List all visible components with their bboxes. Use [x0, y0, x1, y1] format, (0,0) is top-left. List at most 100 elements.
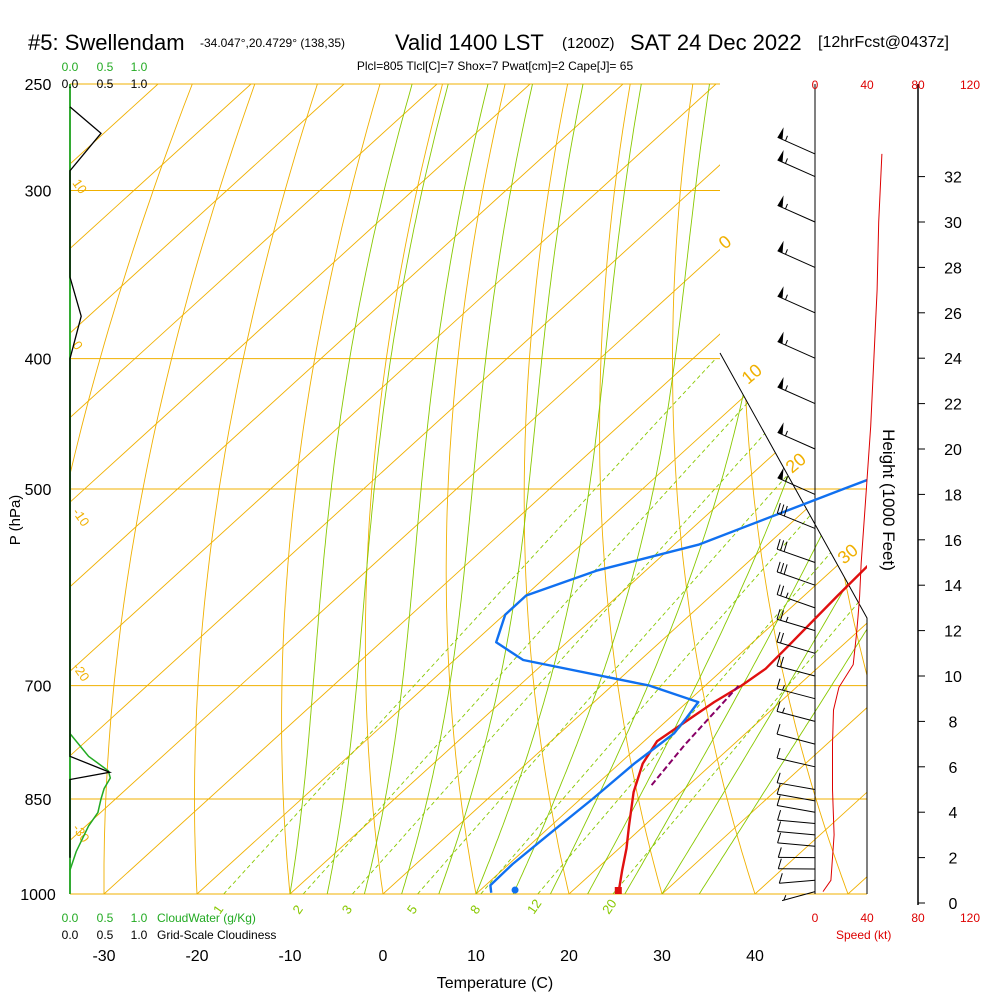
wind-barb-full — [776, 747, 781, 759]
wind-barb-full — [777, 858, 782, 869]
height-tick-label: 16 — [944, 533, 962, 550]
height-tick-label: 12 — [944, 624, 962, 641]
dry-adiabat-line — [194, 84, 326, 894]
valid-date: SAT 24 Dec 2022 — [630, 30, 802, 55]
wind-barb-staff — [776, 594, 816, 609]
moist-adiabat-line — [401, 84, 533, 894]
wind-barb-staff — [777, 805, 816, 813]
speed-tick: 0 — [812, 911, 819, 925]
isotherm-label: 0 — [715, 231, 736, 253]
speed-tick: 80 — [911, 78, 925, 92]
isotherm-line — [289, 84, 867, 894]
wind-barb — [781, 891, 816, 902]
title-bar: #5: Swellendam -34.047°,20.4729° (138,35… — [0, 28, 1000, 62]
moist-adiabat-line — [698, 84, 867, 894]
surface-temperature-point — [614, 887, 622, 894]
dry-adiabat-line — [523, 84, 574, 894]
wind-barb — [777, 422, 816, 450]
wind-barb — [776, 655, 816, 677]
wind-barb-staff — [779, 879, 816, 884]
wind-barb — [777, 467, 816, 495]
speed-tick: 120 — [960, 911, 980, 925]
isotherm-line — [661, 84, 867, 894]
wind-barb-staff — [777, 295, 816, 314]
isotherm-label: 10 — [738, 360, 766, 388]
temperature-tick-label: 40 — [746, 948, 764, 965]
cloud-water-tick: 0.5 — [97, 911, 114, 925]
wind-barb-staff — [777, 341, 816, 359]
dry-adiabat-line — [281, 84, 388, 894]
mixing-ratio-line — [537, 358, 867, 894]
mixing-ratio-labels: 1 2 3 5 8 12 20 — [210, 896, 620, 916]
moist-adiabat-line — [438, 84, 584, 894]
isotherms — [70, 84, 867, 894]
wind-barb — [777, 858, 816, 870]
wind-barb-staff — [781, 891, 816, 902]
height-axis-title: Height (1000 Feet) — [879, 429, 898, 571]
moist-adiabat-line — [363, 84, 489, 894]
wind-barb-full — [776, 701, 781, 712]
cloud-water-tick: 0.5 — [97, 60, 114, 74]
isotherm-line — [196, 84, 867, 894]
wind-barb-full — [780, 585, 785, 596]
moist-adiabat-line — [326, 84, 449, 894]
temperature-ticks: -30 -20 -10 0 10 20 30 40 — [92, 948, 764, 965]
isotherm-line — [847, 84, 867, 894]
isotherm-line — [70, 84, 531, 894]
mixing-ratio-label: 20 — [599, 896, 620, 916]
wind-barb-staff — [776, 548, 816, 563]
height-tick-label: 18 — [944, 487, 962, 504]
wind-barb-flag — [777, 467, 784, 480]
pressure-tick-label: 300 — [25, 184, 52, 201]
wind-barb-flag — [777, 377, 784, 390]
height-tick-label: 28 — [944, 260, 962, 277]
wind-barb-half — [784, 203, 788, 210]
cloudiness-tick: 1.0 — [131, 77, 148, 91]
temperature-tick-label: 30 — [653, 948, 671, 965]
dry-adiabat-line — [445, 84, 512, 894]
wind-barb-half — [784, 249, 788, 255]
dry-adiabat-line — [364, 84, 450, 894]
wind-barb-half — [782, 707, 785, 714]
wind-barb-staff — [776, 733, 816, 745]
cloudiness-tick: 0.0 — [62, 928, 79, 942]
pressure-tick-label: 1000 — [20, 887, 56, 904]
speed-tick: 120 — [960, 78, 980, 92]
valid-zulu: (1200Z) — [562, 35, 615, 52]
mixing-ratio-line — [223, 358, 717, 894]
wind-barb-full — [777, 832, 782, 843]
pressure-tick-label: 250 — [25, 77, 52, 94]
wind-barb-flag — [777, 286, 784, 299]
height-tick-label: 22 — [944, 397, 962, 414]
wind-barb-half — [784, 476, 788, 482]
wind-barb-full — [777, 847, 782, 858]
wind-barb-staff — [776, 688, 816, 700]
wind-barb-full — [776, 784, 781, 795]
wind-barb-staff — [776, 571, 816, 586]
mixing-ratio-label: 8 — [467, 902, 483, 917]
wind-barb-staff — [777, 831, 816, 836]
wind-barb-half — [782, 684, 785, 691]
wind-barb-flag — [777, 150, 784, 163]
moist-adiabats — [289, 84, 867, 894]
wind-barb-staff — [777, 204, 816, 223]
data-series — [489, 478, 867, 894]
cloudiness-tick: 1.0 — [131, 928, 148, 942]
wind-barb-half — [785, 616, 789, 623]
dry-adiabat-line — [70, 84, 203, 894]
wind-barb — [777, 195, 816, 223]
height-tick-label: 6 — [949, 760, 958, 777]
wind-barb-staff — [776, 757, 816, 768]
wind-barb-flag — [777, 331, 784, 344]
height-tick-label: 4 — [949, 805, 958, 822]
height-tick-label: 20 — [944, 442, 962, 459]
indices-text: Plcl=805 Tlcl[C]=7 Shox=7 Pwat[cm]=2 Cap… — [357, 59, 634, 73]
wind-barb-staff — [777, 793, 816, 802]
valid-time: Valid 1400 LST — [395, 30, 544, 55]
isotherm-label: 30 — [834, 540, 862, 568]
wind-barb-full — [777, 810, 782, 821]
wind-barb-staff — [776, 665, 816, 677]
